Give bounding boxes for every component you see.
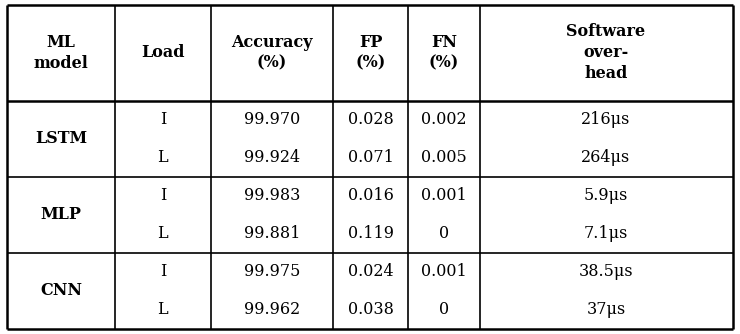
Text: 0.001: 0.001	[421, 264, 467, 280]
Text: L: L	[158, 225, 168, 242]
Text: 0.002: 0.002	[421, 111, 467, 128]
Text: LSTM: LSTM	[35, 130, 87, 147]
Text: 99.975: 99.975	[243, 264, 300, 280]
Text: L: L	[158, 302, 168, 318]
Text: 0.071: 0.071	[348, 149, 394, 166]
Text: 216μs: 216μs	[582, 111, 630, 128]
Text: 0: 0	[439, 302, 449, 318]
Text: 99.924: 99.924	[244, 149, 300, 166]
Text: 37μs: 37μs	[586, 302, 626, 318]
Text: I: I	[160, 111, 166, 128]
Text: 99.983: 99.983	[243, 187, 300, 204]
Text: 264μs: 264μs	[582, 149, 630, 166]
Text: FP
(%): FP (%)	[356, 34, 386, 72]
Text: L: L	[158, 149, 168, 166]
Text: 0.028: 0.028	[348, 111, 394, 128]
Text: 0.016: 0.016	[348, 187, 394, 204]
Text: 38.5μs: 38.5μs	[579, 264, 633, 280]
Text: 0.024: 0.024	[348, 264, 394, 280]
Text: 99.962: 99.962	[243, 302, 300, 318]
Text: 99.881: 99.881	[243, 225, 300, 242]
Text: 99.970: 99.970	[243, 111, 300, 128]
Text: 7.1μs: 7.1μs	[584, 225, 628, 242]
Text: 0.119: 0.119	[348, 225, 394, 242]
Text: ML
model: ML model	[34, 34, 88, 72]
Text: Load: Load	[141, 44, 184, 61]
Text: 5.9μs: 5.9μs	[584, 187, 628, 204]
Text: 0.038: 0.038	[348, 302, 394, 318]
Text: 0: 0	[439, 225, 449, 242]
Text: MLP: MLP	[41, 206, 81, 223]
Text: 0.001: 0.001	[421, 187, 467, 204]
Text: I: I	[160, 264, 166, 280]
Text: 0.005: 0.005	[421, 149, 467, 166]
Text: FN
(%): FN (%)	[429, 34, 459, 72]
Text: I: I	[160, 187, 166, 204]
Text: Accuracy
(%): Accuracy (%)	[231, 34, 313, 72]
Text: CNN: CNN	[40, 283, 82, 299]
Text: Software
over-
head: Software over- head	[567, 23, 645, 82]
